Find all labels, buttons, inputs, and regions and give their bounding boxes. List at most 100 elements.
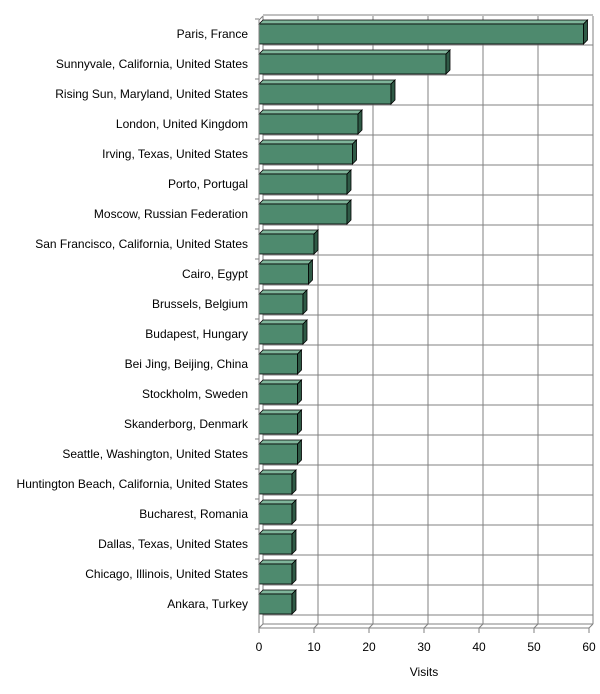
category-label: Moscow, Russian Federation bbox=[94, 207, 248, 221]
bar-top-face bbox=[258, 349, 303, 355]
x-tick-label: 60 bbox=[582, 640, 596, 654]
bar-top-face bbox=[258, 289, 308, 295]
bar bbox=[258, 499, 297, 525]
x-tick-labels: 0 10 20 30 40 50 60 bbox=[256, 640, 596, 654]
bar-top-face bbox=[258, 79, 396, 85]
bar-side-face bbox=[346, 199, 352, 225]
gridlines bbox=[258, 14, 594, 629]
floor-edge bbox=[313, 623, 319, 629]
category-label: Bucharest, Romania bbox=[139, 507, 248, 521]
bar bbox=[258, 439, 303, 465]
bar-top-face bbox=[258, 499, 297, 505]
bar bbox=[258, 49, 451, 75]
category-label: Chicago, Illinois, United States bbox=[85, 567, 248, 581]
bar-front-face bbox=[258, 443, 298, 465]
category-label: Skanderborg, Denmark bbox=[124, 417, 249, 431]
bar bbox=[258, 469, 297, 495]
bar bbox=[258, 259, 314, 285]
category-label: Rising Sun, Maryland, United States bbox=[55, 87, 248, 101]
bar-top-face bbox=[258, 139, 358, 145]
bar-top-face bbox=[258, 199, 352, 205]
x-tick-label: 40 bbox=[472, 640, 486, 654]
bar bbox=[258, 109, 363, 135]
bars bbox=[258, 19, 589, 615]
floor-edge bbox=[588, 623, 594, 629]
bar-top-face bbox=[258, 529, 297, 535]
x-tick-label: 20 bbox=[362, 640, 376, 654]
bar-side-face bbox=[297, 409, 302, 435]
bar-front-face bbox=[258, 293, 304, 315]
bar-top-face bbox=[258, 229, 319, 235]
floor-edge bbox=[258, 623, 264, 629]
bar-front-face bbox=[258, 503, 293, 525]
bar-top-face bbox=[258, 319, 308, 325]
bar-top-face bbox=[258, 169, 352, 175]
floor-edge bbox=[533, 623, 539, 629]
bar-side-face bbox=[390, 79, 396, 105]
bar-front-face bbox=[258, 533, 293, 555]
category-label: Ankara, Turkey bbox=[167, 597, 248, 611]
bar-side-face bbox=[291, 499, 297, 525]
floor-edge bbox=[423, 623, 429, 629]
bar bbox=[258, 529, 297, 555]
bar-side-face bbox=[308, 259, 313, 285]
category-label: Stockholm, Sweden bbox=[142, 387, 248, 401]
bar-front-face bbox=[258, 383, 298, 405]
bar bbox=[258, 319, 308, 345]
bar bbox=[258, 589, 297, 615]
bar-top-face bbox=[258, 469, 297, 475]
category-label: Paris, France bbox=[177, 27, 249, 41]
bar-top-face bbox=[258, 409, 303, 415]
bar bbox=[258, 139, 358, 165]
bar-side-face bbox=[297, 349, 302, 375]
x-tick-label: 30 bbox=[417, 640, 431, 654]
bar-top-face bbox=[258, 589, 297, 595]
bar-side-face bbox=[346, 169, 352, 195]
bar bbox=[258, 229, 319, 255]
bar bbox=[258, 289, 308, 315]
bar-side-face bbox=[291, 529, 297, 555]
bar-front-face bbox=[258, 323, 304, 345]
bar-side-face bbox=[302, 289, 308, 315]
category-label: London, United Kingdom bbox=[116, 117, 248, 131]
category-labels: Paris, France Sunnyvale, California, Unit… bbox=[17, 27, 249, 611]
bar bbox=[258, 19, 589, 45]
bar-front-face bbox=[258, 563, 293, 585]
bar-front-face bbox=[258, 353, 298, 375]
category-label: Budapest, Hungary bbox=[145, 327, 248, 341]
bar bbox=[258, 79, 396, 105]
bar-front-face bbox=[258, 233, 315, 255]
bar-side-face bbox=[583, 19, 588, 45]
bar-side-face bbox=[352, 139, 357, 165]
category-label: San Francisco, California, United States bbox=[35, 237, 248, 251]
bar-front-face bbox=[258, 413, 298, 435]
category-label: Sunnyvale, California, United States bbox=[56, 57, 248, 71]
category-label: Bei Jing, Beijing, China bbox=[125, 357, 249, 371]
bar-front-face bbox=[258, 53, 447, 75]
bar-front-face bbox=[258, 23, 584, 45]
bar bbox=[258, 379, 303, 405]
bar-top-face bbox=[258, 439, 303, 445]
x-axis-title: Visits bbox=[410, 665, 438, 679]
bar-side-face bbox=[313, 229, 319, 255]
category-label: Dallas, Texas, United States bbox=[98, 537, 248, 551]
axes bbox=[255, 15, 590, 633]
bar bbox=[258, 349, 303, 375]
bar-top-face bbox=[258, 379, 303, 385]
bar-side-face bbox=[297, 439, 302, 465]
bar-top-face bbox=[258, 559, 297, 565]
bar-front-face bbox=[258, 203, 348, 225]
bar-front-face bbox=[258, 263, 309, 285]
bar-side-face bbox=[291, 469, 297, 495]
bar-side-face bbox=[291, 589, 297, 615]
bar bbox=[258, 559, 297, 585]
floor-edge bbox=[478, 623, 484, 629]
category-label: Irving, Texas, United States bbox=[102, 147, 248, 161]
bar bbox=[258, 409, 303, 435]
bar-side-face bbox=[445, 49, 451, 75]
bar-front-face bbox=[258, 143, 353, 165]
bar-top-face bbox=[258, 19, 589, 25]
x-tick-label: 0 bbox=[256, 640, 263, 654]
bar-front-face bbox=[258, 593, 293, 615]
